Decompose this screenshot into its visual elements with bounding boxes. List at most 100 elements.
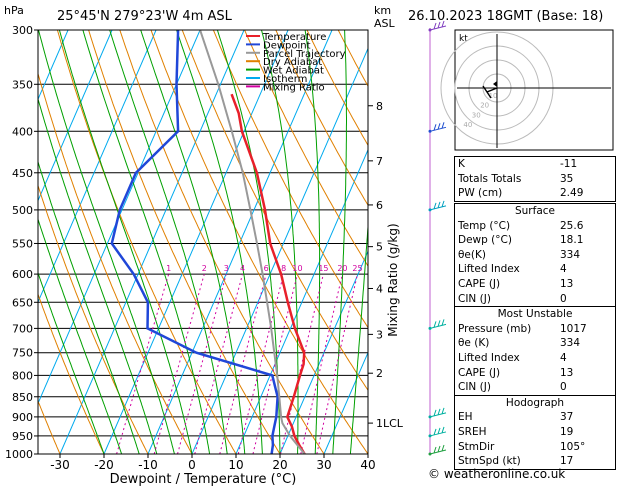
index-value: 2.49 xyxy=(560,187,584,200)
index-label: PW (cm) xyxy=(458,187,503,200)
unstable-label: CIN (J) xyxy=(458,381,491,394)
unstable-label: Lifted Index xyxy=(458,351,520,364)
mixing-ratio-label: 6 xyxy=(264,264,269,273)
pressure-tick-label: 1000 xyxy=(5,448,33,461)
wet-adiabat-line xyxy=(38,30,175,454)
wind-barb xyxy=(429,20,447,31)
hodograph-ring-label: 10 xyxy=(489,92,498,100)
indices-top-table: K -11 Totals Totals 35 PW (cm) 2.49 xyxy=(454,156,616,202)
wet-adiabat-line xyxy=(349,220,368,454)
km-tick-label: 3 xyxy=(376,328,383,341)
legend-label: Dry Adiabat xyxy=(263,57,322,68)
x-axis-label: Dewpoint / Temperature (°C) xyxy=(110,472,297,486)
mixing-ratio-label: 15 xyxy=(318,264,328,273)
mixing-ratio-label: 20 xyxy=(337,264,347,273)
surface-label: θe(K) xyxy=(458,248,486,261)
header-location: 25°45'N 279°23'W 4m ASL xyxy=(57,9,233,24)
pressure-tick-label: 600 xyxy=(12,268,33,281)
parcel-trajectory-line xyxy=(199,30,306,454)
km-tick-label: 6 xyxy=(376,199,383,212)
mixing-ratio-line xyxy=(300,273,343,454)
hodograph-trace xyxy=(482,85,498,99)
temp-tick-label: -20 xyxy=(94,458,114,472)
km-tick-label: 4 xyxy=(376,282,383,295)
temp-tick-label: 20 xyxy=(272,458,287,472)
dry-adiabat-line xyxy=(181,30,368,392)
unstable-value: 0 xyxy=(560,381,567,394)
unstable-value: 334 xyxy=(560,337,581,350)
dry-adiabat-line xyxy=(212,30,368,329)
pressure-tick-label: 350 xyxy=(12,78,33,91)
unstable-row: Pressure (mb) 1017 xyxy=(455,322,615,337)
temp-tick-label: 30 xyxy=(316,458,331,472)
hodograph-index-label: StmSpd (kt) xyxy=(458,455,521,468)
mixing-ratio-label: 1 xyxy=(166,264,171,273)
pressure-tick-label: 500 xyxy=(12,204,33,217)
mixing-ratio-label: 4 xyxy=(240,264,245,273)
pressure-tick-label: 750 xyxy=(12,347,33,360)
dry-adiabat-line xyxy=(56,30,237,454)
wet-adiabat-line xyxy=(261,30,299,454)
hodograph-index-value: 105° xyxy=(560,440,586,453)
pressure-tick-label: 450 xyxy=(12,167,33,180)
index-row: Totals Totals 35 xyxy=(455,172,615,187)
wind-barb xyxy=(429,319,447,329)
unstable-row: Lifted Index 4 xyxy=(455,351,615,366)
dry-adiabat-line xyxy=(244,30,368,267)
hodograph-ring-label: 40 xyxy=(463,121,472,129)
surface-row: Lifted Index 4 xyxy=(455,262,615,277)
mixing-ratio-line xyxy=(237,273,285,454)
hodograph-index-row: SREH 19 xyxy=(455,425,615,440)
surface-value: 0 xyxy=(560,292,567,305)
km-tick-label: 8 xyxy=(376,100,383,113)
km-tick-label: 2 xyxy=(376,367,383,380)
isotherm-line xyxy=(147,30,333,454)
isotherm-line xyxy=(323,351,368,454)
header-km: km xyxy=(374,4,391,17)
mixing-ratio-label: 3 xyxy=(224,264,229,273)
mixing-ratio-label: 25 xyxy=(352,264,362,273)
storm-motion-marker xyxy=(493,81,497,87)
surface-value: 4 xyxy=(560,263,567,276)
temperature-line xyxy=(230,93,306,454)
isotherm-line xyxy=(38,30,201,405)
hodograph-ring-label: 20 xyxy=(480,102,489,110)
unstable-title: Most Unstable xyxy=(455,306,615,322)
unstable-row: CIN (J) 0 xyxy=(455,380,615,395)
surface-value: 13 xyxy=(560,277,574,290)
isotherm-line xyxy=(279,250,368,454)
surface-row: Temp (°C) 25.6 xyxy=(455,219,615,234)
wet-adiabat-line xyxy=(38,271,105,454)
surface-label: CAPE (J) xyxy=(458,277,501,290)
dry-adiabat-line xyxy=(38,292,105,454)
pressure-tick-label: 950 xyxy=(12,430,33,443)
hodograph-index-row: StmSpd (kt) 17 xyxy=(455,454,615,469)
dry-adiabat-line xyxy=(150,30,368,454)
wind-barb xyxy=(429,426,447,437)
hodograph-index-value: 17 xyxy=(560,455,574,468)
index-row: K -11 xyxy=(455,157,615,172)
dry-adiabat-line xyxy=(88,30,281,454)
wet-adiabat-line xyxy=(38,217,123,454)
isotherm-line xyxy=(235,148,368,454)
legend-label: Dewpoint xyxy=(263,40,311,51)
wet-adiabat-line xyxy=(176,30,263,454)
mixing-ratio-line xyxy=(316,273,358,454)
surface-value: 334 xyxy=(560,248,581,261)
km-tick-label: 1LCL xyxy=(376,417,404,430)
wet-adiabat-line xyxy=(82,30,211,454)
wind-barb-column xyxy=(428,20,447,456)
dry-adiabat-line xyxy=(38,399,61,454)
wet-adiabat-line xyxy=(332,30,347,454)
mixing-ratio-line xyxy=(116,273,170,454)
surface-value: 18.1 xyxy=(560,234,584,247)
wind-barb xyxy=(429,200,447,211)
isotherm-line xyxy=(191,47,368,454)
unstable-label: CAPE (J) xyxy=(458,366,501,379)
pressure-tick-label: 300 xyxy=(12,24,33,37)
wet-adiabat-line xyxy=(140,30,246,454)
pressure-tick-label: 400 xyxy=(12,125,33,138)
hodograph-title: Hodograph xyxy=(455,394,615,411)
